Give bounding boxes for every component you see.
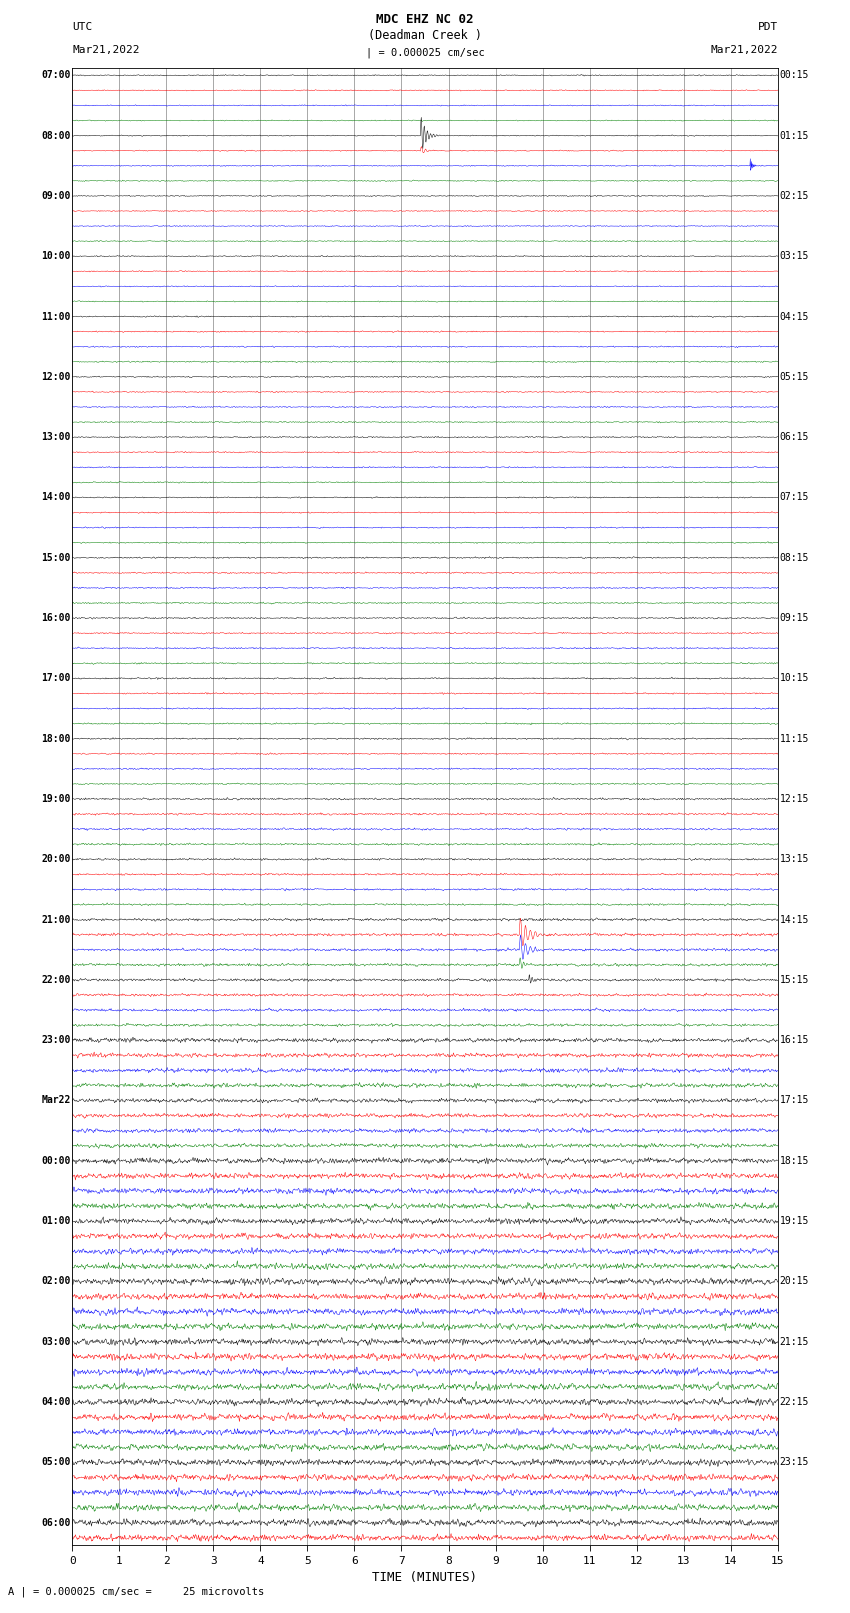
Text: 00:15: 00:15	[779, 71, 809, 81]
Text: 08:00: 08:00	[41, 131, 71, 140]
Text: 13:00: 13:00	[41, 432, 71, 442]
Text: 02:00: 02:00	[41, 1276, 71, 1287]
Text: 21:15: 21:15	[779, 1337, 809, 1347]
Text: 14:15: 14:15	[779, 915, 809, 924]
Text: 08:15: 08:15	[779, 553, 809, 563]
Text: 13:15: 13:15	[779, 855, 809, 865]
Text: 09:00: 09:00	[41, 190, 71, 202]
Text: 04:15: 04:15	[779, 311, 809, 321]
Text: 17:00: 17:00	[41, 673, 71, 684]
Text: 16:15: 16:15	[779, 1036, 809, 1045]
Text: Mar22: Mar22	[41, 1095, 71, 1105]
Text: 07:15: 07:15	[779, 492, 809, 502]
Text: 01:15: 01:15	[779, 131, 809, 140]
Text: 19:00: 19:00	[41, 794, 71, 803]
Text: PDT: PDT	[757, 23, 778, 32]
Text: 23:15: 23:15	[779, 1457, 809, 1468]
Text: 19:15: 19:15	[779, 1216, 809, 1226]
Text: 20:00: 20:00	[41, 855, 71, 865]
Text: 04:00: 04:00	[41, 1397, 71, 1407]
Text: | = 0.000025 cm/sec: | = 0.000025 cm/sec	[366, 47, 484, 58]
Text: 03:00: 03:00	[41, 1337, 71, 1347]
Text: 01:00: 01:00	[41, 1216, 71, 1226]
Text: MDC EHZ NC 02: MDC EHZ NC 02	[377, 13, 473, 26]
Text: 21:00: 21:00	[41, 915, 71, 924]
Text: Mar21,2022: Mar21,2022	[711, 45, 778, 55]
Text: 22:15: 22:15	[779, 1397, 809, 1407]
Text: 11:15: 11:15	[779, 734, 809, 744]
Text: 23:00: 23:00	[41, 1036, 71, 1045]
Text: 16:00: 16:00	[41, 613, 71, 623]
Text: 17:15: 17:15	[779, 1095, 809, 1105]
Text: 18:00: 18:00	[41, 734, 71, 744]
Text: 14:00: 14:00	[41, 492, 71, 502]
Text: 06:15: 06:15	[779, 432, 809, 442]
Text: 05:15: 05:15	[779, 373, 809, 382]
Text: 12:15: 12:15	[779, 794, 809, 803]
Text: (Deadman Creek ): (Deadman Creek )	[368, 29, 482, 42]
X-axis label: TIME (MINUTES): TIME (MINUTES)	[372, 1571, 478, 1584]
Text: 06:00: 06:00	[41, 1518, 71, 1528]
Text: 15:00: 15:00	[41, 553, 71, 563]
Text: 03:15: 03:15	[779, 252, 809, 261]
Text: 18:15: 18:15	[779, 1157, 809, 1166]
Text: 10:15: 10:15	[779, 673, 809, 684]
Text: 20:15: 20:15	[779, 1276, 809, 1287]
Text: 22:00: 22:00	[41, 974, 71, 986]
Text: 00:00: 00:00	[41, 1157, 71, 1166]
Text: 10:00: 10:00	[41, 252, 71, 261]
Text: 12:00: 12:00	[41, 373, 71, 382]
Text: 05:00: 05:00	[41, 1457, 71, 1468]
Text: 15:15: 15:15	[779, 974, 809, 986]
Text: 11:00: 11:00	[41, 311, 71, 321]
Text: Mar21,2022: Mar21,2022	[72, 45, 139, 55]
Text: A | = 0.000025 cm/sec =     25 microvolts: A | = 0.000025 cm/sec = 25 microvolts	[8, 1586, 264, 1597]
Text: UTC: UTC	[72, 23, 93, 32]
Text: 09:15: 09:15	[779, 613, 809, 623]
Text: 07:00: 07:00	[41, 71, 71, 81]
Text: 02:15: 02:15	[779, 190, 809, 202]
